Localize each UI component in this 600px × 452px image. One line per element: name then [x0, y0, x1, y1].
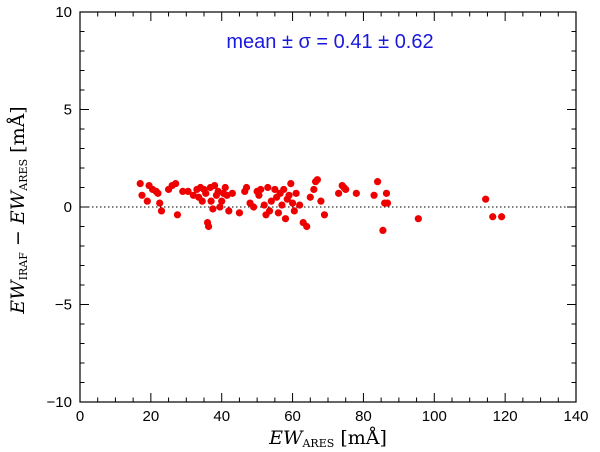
data-point — [281, 215, 290, 223]
data-point — [280, 185, 288, 194]
data-point — [173, 211, 182, 219]
data-point — [374, 178, 382, 186]
data-point — [154, 189, 162, 197]
data-point — [143, 197, 151, 205]
data-point — [157, 207, 166, 215]
data-point — [287, 180, 295, 188]
y-tick-label: 0 — [64, 199, 72, 216]
data-point — [414, 215, 422, 223]
data-point — [370, 191, 378, 199]
data-point — [383, 199, 392, 207]
data-point — [296, 201, 304, 209]
data-point — [179, 187, 187, 195]
data-point — [225, 207, 233, 215]
x-tick-label: 80 — [355, 408, 372, 425]
data-point — [382, 189, 391, 197]
data-point — [303, 222, 311, 231]
x-tick-label: 120 — [493, 408, 518, 425]
data-point — [264, 183, 272, 192]
data-point — [218, 197, 226, 205]
data-point — [242, 183, 251, 192]
x-tick-label: 100 — [422, 408, 447, 425]
x-tick-label: 40 — [213, 408, 230, 425]
y-tick-label: −10 — [47, 394, 72, 411]
data-point — [310, 185, 318, 194]
x-tick-label: 20 — [143, 408, 160, 425]
data-point — [292, 189, 300, 197]
data-point — [257, 185, 265, 194]
data-point — [274, 209, 282, 217]
data-point — [255, 191, 263, 199]
data-point — [271, 185, 279, 194]
data-point — [489, 213, 497, 221]
ticks-layer: 0 20 40 60 80 100 120 140 −10 −5 0 5 10 — [47, 4, 589, 425]
data-point — [156, 199, 164, 207]
data-point — [211, 181, 219, 190]
data-point — [138, 191, 146, 199]
data-point — [352, 189, 360, 197]
stats-annotation: mean ± σ = 0.41 ± 0.62 — [226, 31, 433, 53]
data-point — [202, 189, 210, 197]
x-tick-label: 140 — [563, 408, 588, 425]
data-point — [136, 180, 144, 188]
data-point — [290, 207, 298, 215]
data-point — [278, 201, 286, 209]
data-point — [221, 183, 229, 192]
data-point — [265, 207, 274, 215]
data-point — [228, 189, 236, 197]
y-tick-label: −5 — [55, 297, 72, 314]
data-point — [342, 185, 350, 194]
x-axis-label: EWARES [mÅ] — [268, 427, 387, 450]
data-point — [313, 176, 321, 184]
data-point — [250, 203, 258, 211]
x-tick-label: 0 — [76, 408, 84, 425]
data-point — [235, 209, 244, 217]
y-axis-label: EWIRAF − EWARES [mÅ] — [7, 106, 30, 314]
data-point — [207, 197, 215, 205]
data-point — [267, 197, 275, 205]
data-point — [288, 199, 297, 207]
data-point — [379, 226, 387, 234]
data-point — [260, 201, 268, 209]
data-point — [205, 222, 213, 231]
data-point — [172, 180, 180, 188]
data-point — [335, 189, 343, 197]
data-point — [498, 213, 506, 221]
data-points-layer — [136, 176, 506, 234]
x-tick-label: 60 — [284, 408, 301, 425]
data-point — [285, 191, 293, 199]
data-point — [216, 203, 224, 211]
data-point — [184, 187, 192, 195]
data-point — [306, 193, 314, 201]
data-point — [317, 197, 325, 205]
y-tick-label: 10 — [55, 4, 72, 21]
data-point — [209, 205, 217, 213]
data-point — [198, 197, 206, 205]
y-tick-label: 5 — [64, 102, 72, 119]
data-point — [320, 211, 329, 219]
data-point — [482, 195, 490, 203]
